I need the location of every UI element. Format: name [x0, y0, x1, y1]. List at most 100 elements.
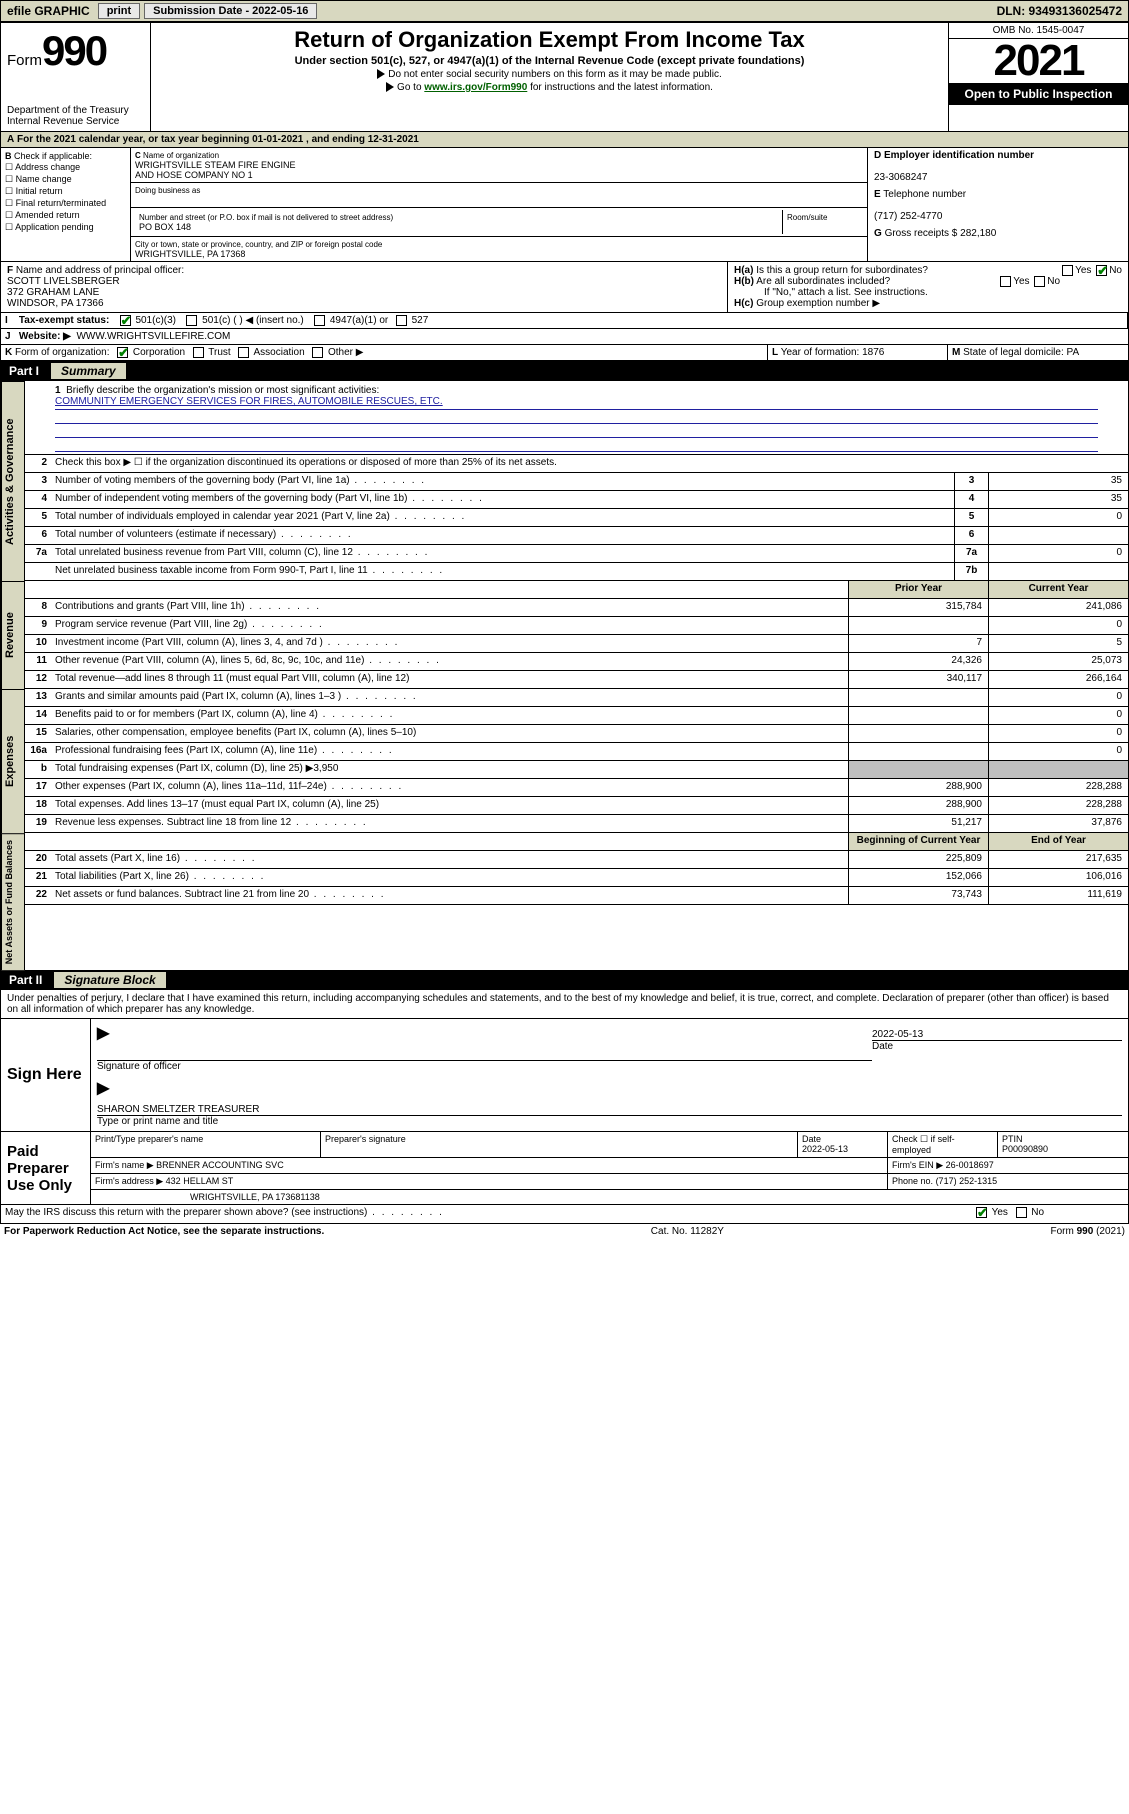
chk-name-change[interactable]: ☐ Name change: [5, 174, 126, 185]
line-12: 12Total revenue—add lines 8 through 11 (…: [25, 671, 1128, 689]
chk-trust[interactable]: [193, 347, 204, 358]
ha-yes[interactable]: [1062, 265, 1073, 276]
hb-no[interactable]: [1034, 276, 1045, 287]
sig-officer-line: [97, 1043, 872, 1061]
chk-other[interactable]: [312, 347, 323, 358]
efile-label: efile GRAPHIC: [1, 4, 96, 18]
header-sub3: Go to www.irs.gov/Form990 for instructio…: [159, 82, 940, 93]
line-10: 10Investment income (Part VIII, column (…: [25, 635, 1128, 653]
paid-preparer-row: Paid Preparer Use Only Print/Type prepar…: [1, 1132, 1128, 1205]
line-20: 20Total assets (Part X, line 16)225,8092…: [25, 851, 1128, 869]
prep-row-1: Print/Type preparer's name Preparer's si…: [91, 1132, 1128, 1158]
line-7a: 7aTotal unrelated business revenue from …: [25, 545, 1128, 563]
mission-blank3: [55, 438, 1098, 452]
top-bar: efile GRAPHIC print Submission Date - 20…: [0, 0, 1129, 22]
row-a-taxyear: A For the 2021 calendar year, or tax yea…: [1, 132, 1128, 148]
b-label: Check if applicable:: [14, 151, 92, 161]
line-18: 18Total expenses. Add lines 13–17 (must …: [25, 797, 1128, 815]
chk-app-pending[interactable]: ☐ Application pending: [5, 222, 126, 233]
chk-amended[interactable]: ☐ Amended return: [5, 210, 126, 221]
form-ref: Form 990 (2021): [1051, 1226, 1125, 1237]
street-block: Number and street (or P.O. box if mail i…: [131, 208, 867, 237]
prep-self-emp[interactable]: Check ☐ if self-employed: [892, 1134, 955, 1155]
prep-row-3: Firm's address ▶ 432 HELLAM ST Phone no.…: [91, 1174, 1128, 1190]
ein-lbl: Employer identification number: [884, 150, 1034, 161]
chk-527[interactable]: [396, 315, 407, 326]
dba-block: Doing business as: [131, 183, 867, 208]
j-lbl: Website: ▶: [19, 331, 71, 342]
line-9: 9Program service revenue (Part VIII, lin…: [25, 617, 1128, 635]
ein: 23-3068247: [874, 172, 927, 183]
date-lbl: Date: [872, 1041, 893, 1052]
col-b-checkboxes: B Check if applicable: ☐ Address change …: [1, 148, 131, 261]
i-lbl: Tax-exempt status:: [19, 315, 109, 326]
chk-initial-return[interactable]: ☐ Initial return: [5, 186, 126, 197]
sign-here-row: Sign Here ▶ Signature of officer 2022-05…: [1, 1019, 1128, 1132]
firm-phone: (717) 252-1315: [936, 1176, 998, 1186]
gross-lbl: Gross receipts $: [885, 228, 958, 239]
line-2: 2Check this box ▶ ☐ if the organization …: [25, 455, 1128, 473]
city: WRIGHTSVILLE, PA 17368: [135, 249, 245, 259]
header-left: Form990 Department of the Treasury Inter…: [1, 23, 151, 131]
line-22: 22Net assets or fund balances. Subtract …: [25, 887, 1128, 905]
telephone: (717) 252-4770: [874, 211, 942, 222]
col-c-org: C Name of organization WRIGHTSVILLE STEA…: [131, 148, 868, 261]
room-lbl: Room/suite: [787, 213, 827, 222]
city-block: City or town, state or province, country…: [131, 237, 867, 261]
sig-date-line: 2022-05-13: [872, 1023, 1122, 1041]
row-klm: K Form of organization: Corporation Trus…: [1, 345, 1128, 361]
chk-final-return[interactable]: ☐ Final return/terminated: [5, 198, 126, 209]
firm-ein: 26-0018697: [946, 1160, 994, 1170]
street-lbl: Number and street (or P.O. box if mail i…: [139, 213, 393, 222]
line-15: 15Salaries, other compensation, employee…: [25, 725, 1128, 743]
line-8: 8Contributions and grants (Part VIII, li…: [25, 599, 1128, 617]
officer-addr2: WINDSOR, PA 17366: [7, 298, 104, 309]
discuss-no[interactable]: [1016, 1207, 1027, 1218]
irs-link[interactable]: www.irs.gov/Form990: [424, 82, 527, 93]
hb-yes[interactable]: [1000, 276, 1011, 287]
part2-title: Signature Block: [54, 972, 165, 988]
ha-text: Is this a group return for subordinates?: [756, 265, 928, 276]
hb-text: Are all subordinates included?: [756, 276, 890, 287]
sub2-text: Do not enter social security numbers on …: [388, 69, 721, 80]
tab-expenses: Expenses: [1, 689, 25, 833]
line-14: 14Benefits paid to or for members (Part …: [25, 707, 1128, 725]
discuss-yes[interactable]: [976, 1207, 987, 1218]
line-11: 11Other revenue (Part VIII, column (A), …: [25, 653, 1128, 671]
chk-4947[interactable]: [314, 315, 325, 326]
chk-501c3[interactable]: [120, 315, 131, 326]
chk-assoc[interactable]: [238, 347, 249, 358]
print-button[interactable]: print: [98, 3, 140, 19]
arrow-icon: ▶: [97, 1025, 109, 1042]
line-5: 5Total number of individuals employed in…: [25, 509, 1128, 527]
submission-date-button[interactable]: Submission Date - 2022-05-16: [144, 3, 317, 19]
ha-no[interactable]: [1096, 265, 1107, 276]
l1-label: Briefly describe the organization's miss…: [66, 385, 379, 396]
part2-header: Part II Signature Block: [1, 970, 1128, 990]
sig-date: 2022-05-13: [872, 1029, 923, 1040]
open-inspection: Open to Public Inspection: [949, 83, 1128, 105]
year-formation: 1876: [862, 347, 884, 358]
form-title: Return of Organization Exempt From Incom…: [159, 27, 940, 53]
hb-note: If "No," attach a list. See instructions…: [764, 287, 928, 298]
street: PO BOX 148: [139, 222, 191, 232]
firm-name: BRENNER ACCOUNTING SVC: [156, 1160, 284, 1170]
header-sub1: Under section 501(c), 527, or 4947(a)(1)…: [159, 55, 940, 67]
line-4: 4Number of independent voting members of…: [25, 491, 1128, 509]
block-net-assets: Net Assets or Fund Balances Beginning of…: [1, 833, 1128, 970]
part1-title: Summary: [51, 363, 126, 379]
chk-address-change[interactable]: ☐ Address change: [5, 162, 126, 173]
discuss-row: May the IRS discuss this return with the…: [1, 1205, 1128, 1223]
page-footer: For Paperwork Reduction Act Notice, see …: [0, 1224, 1129, 1239]
firm-addr2: WRIGHTSVILLE, PA 173681138: [190, 1192, 320, 1202]
dba-lbl: Doing business as: [135, 186, 200, 195]
cat-no: Cat. No. 11282Y: [651, 1226, 724, 1237]
chk-501c[interactable]: [186, 315, 197, 326]
part1-num: Part I: [9, 364, 39, 378]
line-1-mission: 1 Briefly describe the organization's mi…: [25, 381, 1128, 455]
header-center: Return of Organization Exempt From Incom…: [151, 23, 948, 131]
block-revenue: Revenue Prior YearCurrent Year 8Contribu…: [1, 581, 1128, 689]
sign-here-label: Sign Here: [1, 1019, 91, 1131]
form-990: Form990 Department of the Treasury Inter…: [0, 22, 1129, 1224]
chk-corp[interactable]: [117, 347, 128, 358]
